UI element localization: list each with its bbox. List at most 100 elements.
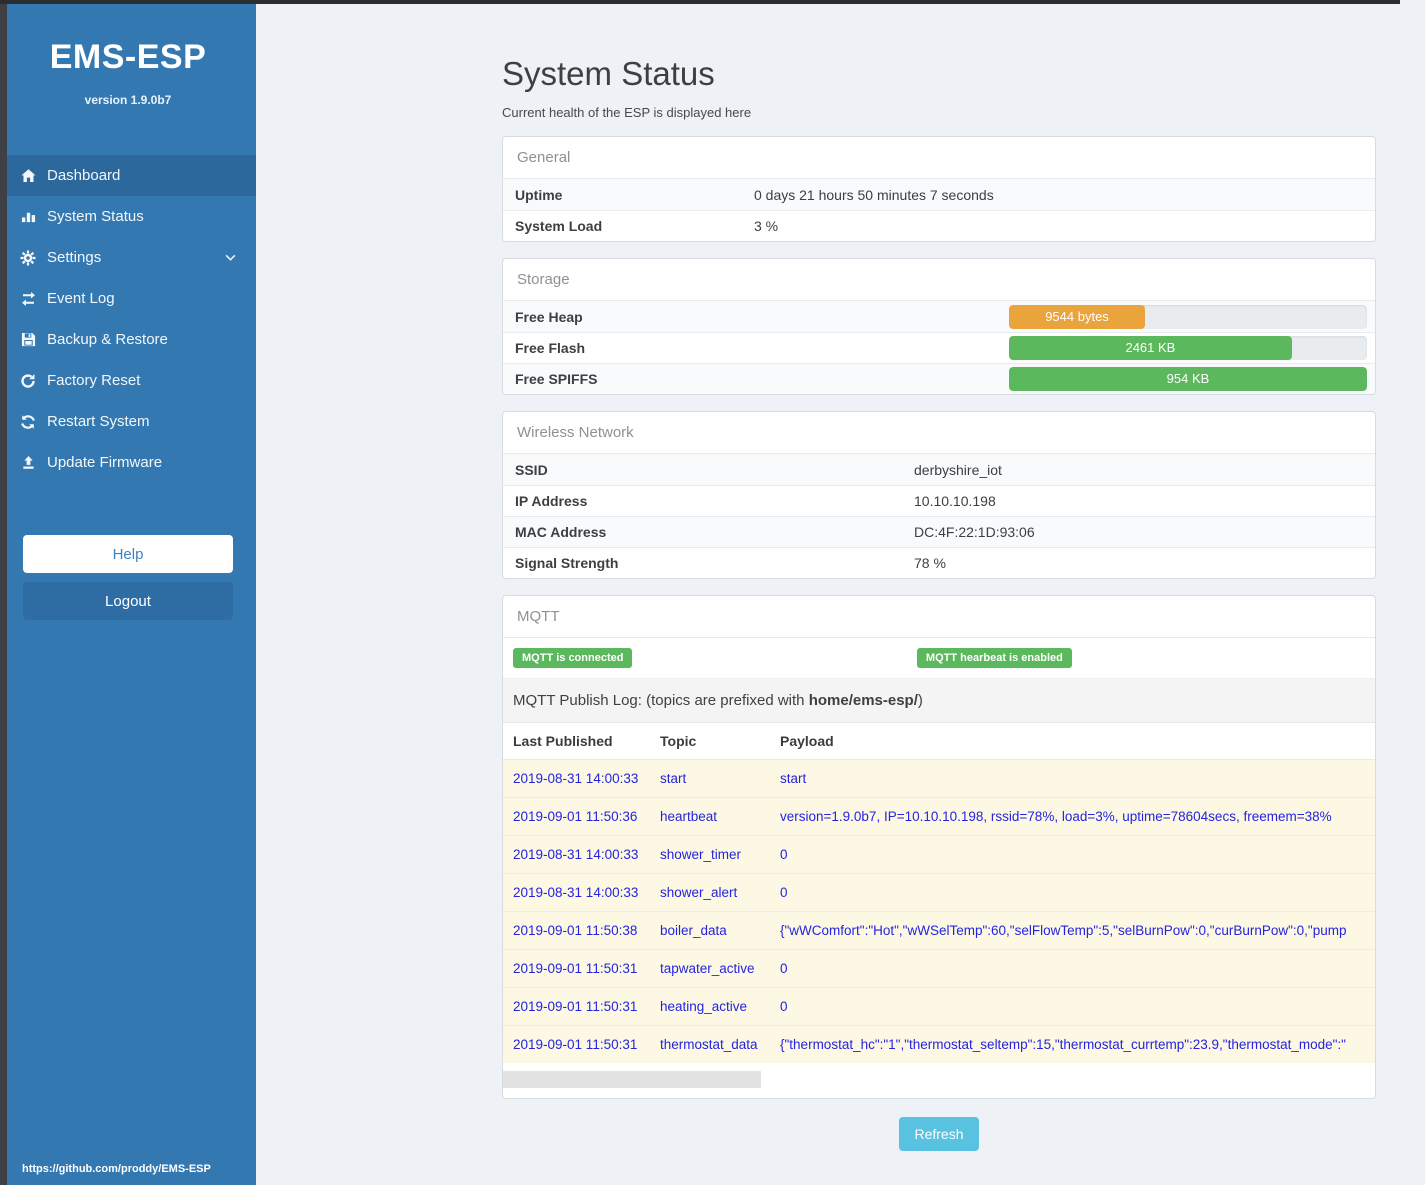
sidebar-nav: Dashboard System Status Settings Event L… bbox=[0, 155, 256, 483]
info-value: 3 % bbox=[754, 218, 779, 234]
panel-storage: Storage Free Heap 9544 bytes Free Flash … bbox=[502, 258, 1376, 395]
log-published: 2019-08-31 14:00:33 bbox=[513, 885, 639, 900]
progress-track: 954 KB bbox=[1009, 367, 1367, 391]
sidebar-item-label: Dashboard bbox=[47, 167, 121, 184]
panel-wireless-title: Wireless Network bbox=[503, 412, 1375, 454]
horizontal-scrollbar bbox=[503, 1063, 1375, 1098]
panel-storage-title: Storage bbox=[503, 259, 1375, 301]
info-row-mac-address: MAC Address DC:4F:22:1D:93:06 bbox=[503, 516, 1375, 547]
log-payload: 0 bbox=[780, 961, 788, 976]
sidebar-item-event-log[interactable]: Event Log bbox=[0, 278, 256, 319]
log-row: 2019-08-31 14:00:33 shower_timer 0 bbox=[503, 835, 1375, 873]
home-icon bbox=[18, 168, 38, 184]
sidebar-item-label: Restart System bbox=[47, 413, 150, 430]
info-row-signal-strength: Signal Strength 78 % bbox=[503, 547, 1375, 578]
log-payload: {"wWComfort":"Hot","wWSelTemp":60,"selFl… bbox=[780, 923, 1347, 938]
info-row-uptime: Uptime 0 days 21 hours 50 minutes 7 seco… bbox=[503, 179, 1375, 210]
log-row: 2019-09-01 11:50:36 heartbeat version=1.… bbox=[503, 797, 1375, 835]
panel-general: General Uptime 0 days 21 hours 50 minute… bbox=[502, 136, 1376, 242]
brand: EMS-ESP version 1.9.0b7 bbox=[0, 0, 256, 107]
info-row-free-spiffs: Free SPIFFS 954 KB bbox=[503, 363, 1375, 394]
sidebar-item-settings[interactable]: Settings bbox=[0, 237, 256, 278]
sidebar-item-label: System Status bbox=[47, 208, 144, 225]
help-button[interactable]: Help bbox=[23, 535, 233, 573]
sidebar-item-factory-reset[interactable]: Factory Reset bbox=[0, 360, 256, 401]
sidebar-item-update-firmware[interactable]: Update Firmware bbox=[0, 442, 256, 483]
log-topic: boiler_data bbox=[660, 923, 727, 938]
sidebar-item-dashboard[interactable]: Dashboard bbox=[0, 155, 256, 196]
log-published: 2019-09-01 11:50:31 bbox=[513, 1037, 638, 1052]
info-value: 10.10.10.198 bbox=[914, 493, 996, 509]
panel-mqtt-title: MQTT bbox=[503, 596, 1375, 638]
log-published: 2019-09-01 11:50:31 bbox=[513, 961, 638, 976]
chevron-down-icon bbox=[225, 254, 236, 261]
info-label: MAC Address bbox=[515, 524, 607, 540]
free-flash-progress-bar: 2461 KB bbox=[1009, 336, 1292, 360]
log-payload: start bbox=[780, 771, 807, 786]
gear-icon bbox=[18, 250, 38, 266]
mqtt-heartbeat-badge: MQTT hearbeat is enabled bbox=[916, 648, 1072, 668]
col-header-last-published: Last Published bbox=[513, 733, 613, 749]
info-label: Free Heap bbox=[515, 308, 583, 325]
panel-wireless-network: Wireless Network SSID derbyshire_iot IP … bbox=[502, 411, 1376, 579]
bar-chart-icon bbox=[18, 209, 38, 224]
panel-general-title: General bbox=[503, 137, 1375, 179]
log-topic: shower_alert bbox=[660, 885, 738, 900]
progress-track: 2461 KB bbox=[1009, 336, 1367, 360]
mqtt-publish-log-caption: MQTT Publish Log: (topics are prefixed w… bbox=[503, 679, 1375, 723]
info-label: Free Flash bbox=[515, 340, 586, 356]
info-label: SSID bbox=[515, 461, 548, 478]
info-value: DC:4F:22:1D:93:06 bbox=[914, 524, 1035, 540]
window-top-edge bbox=[0, 0, 1400, 4]
info-row-free-heap: Free Heap 9544 bytes bbox=[503, 301, 1375, 332]
topic-prefix: home/ems-esp/ bbox=[808, 692, 918, 709]
log-topic: heartbeat bbox=[660, 809, 718, 824]
save-icon bbox=[18, 332, 38, 347]
log-row: 2019-09-01 11:50:31 tapwater_active 0 bbox=[503, 949, 1375, 987]
log-payload: 0 bbox=[780, 847, 788, 862]
logout-button[interactable]: Logout bbox=[23, 582, 233, 620]
log-topic: start bbox=[660, 771, 687, 786]
sidebar-item-label: Event Log bbox=[47, 290, 115, 307]
col-header-payload: Payload bbox=[780, 733, 834, 749]
refresh-button[interactable]: Refresh bbox=[899, 1117, 979, 1151]
sidebar: EMS-ESP version 1.9.0b7 Dashboard System… bbox=[0, 0, 256, 1185]
info-value: derbyshire_iot bbox=[914, 461, 1002, 478]
sidebar-item-backup-restore[interactable]: Backup & Restore bbox=[0, 319, 256, 360]
log-row: 2019-09-01 11:50:38 boiler_data {"wWComf… bbox=[503, 911, 1375, 949]
app-title: EMS-ESP bbox=[49, 38, 207, 76]
info-label: Uptime bbox=[515, 186, 563, 203]
panel-mqtt: MQTT MQTT is connected MQTT hearbeat is … bbox=[502, 595, 1376, 1099]
info-row-system-load: System Load 3 % bbox=[503, 210, 1375, 241]
github-link[interactable]: https://github.com/proddy/EMS-ESP bbox=[22, 1163, 211, 1175]
upload-icon bbox=[18, 455, 38, 470]
log-row: 2019-09-01 11:50:31 thermostat_data {"th… bbox=[503, 1025, 1375, 1063]
sidebar-item-label: Settings bbox=[47, 249, 102, 266]
caption-text: MQTT Publish Log: (topics are prefixed w… bbox=[513, 692, 809, 709]
log-topic: thermostat_data bbox=[660, 1037, 758, 1052]
log-published: 2019-09-01 11:50:36 bbox=[513, 809, 638, 824]
free-heap-progress-bar: 9544 bytes bbox=[1009, 304, 1146, 329]
info-value: 78 % bbox=[914, 555, 946, 571]
log-row: 2019-08-31 14:00:33 shower_alert 0 bbox=[503, 873, 1375, 911]
sidebar-item-label: Update Firmware bbox=[47, 454, 163, 471]
sidebar-item-restart-system[interactable]: Restart System bbox=[0, 401, 256, 442]
swap-arrows-icon bbox=[18, 291, 38, 306]
log-payload: {"thermostat_hc":"1","thermostat_seltemp… bbox=[780, 1037, 1346, 1052]
log-published: 2019-09-01 11:50:31 bbox=[513, 999, 638, 1014]
log-row: 2019-08-31 14:00:33 start start bbox=[503, 760, 1375, 797]
sidebar-item-system-status[interactable]: System Status bbox=[0, 196, 256, 237]
info-row-ssid: SSID derbyshire_iot bbox=[503, 454, 1375, 485]
info-label: Free SPIFFS bbox=[515, 371, 598, 387]
log-payload: version=1.9.0b7, IP=10.10.10.198, rssid=… bbox=[780, 809, 1332, 824]
log-published: 2019-08-31 14:00:33 bbox=[513, 771, 639, 786]
horizontal-scrollbar-thumb[interactable] bbox=[503, 1071, 761, 1088]
info-label: IP Address bbox=[515, 493, 588, 509]
log-published: 2019-08-31 14:00:33 bbox=[513, 847, 639, 862]
page-title: System Status bbox=[502, 55, 715, 92]
log-topic: shower_timer bbox=[660, 847, 742, 862]
info-row-free-flash: Free Flash 2461 KB bbox=[503, 332, 1375, 363]
col-header-topic: Topic bbox=[660, 733, 697, 749]
log-published: 2019-09-01 11:50:38 bbox=[513, 923, 638, 938]
info-value: 0 days 21 hours 50 minutes 7 seconds bbox=[754, 186, 994, 203]
